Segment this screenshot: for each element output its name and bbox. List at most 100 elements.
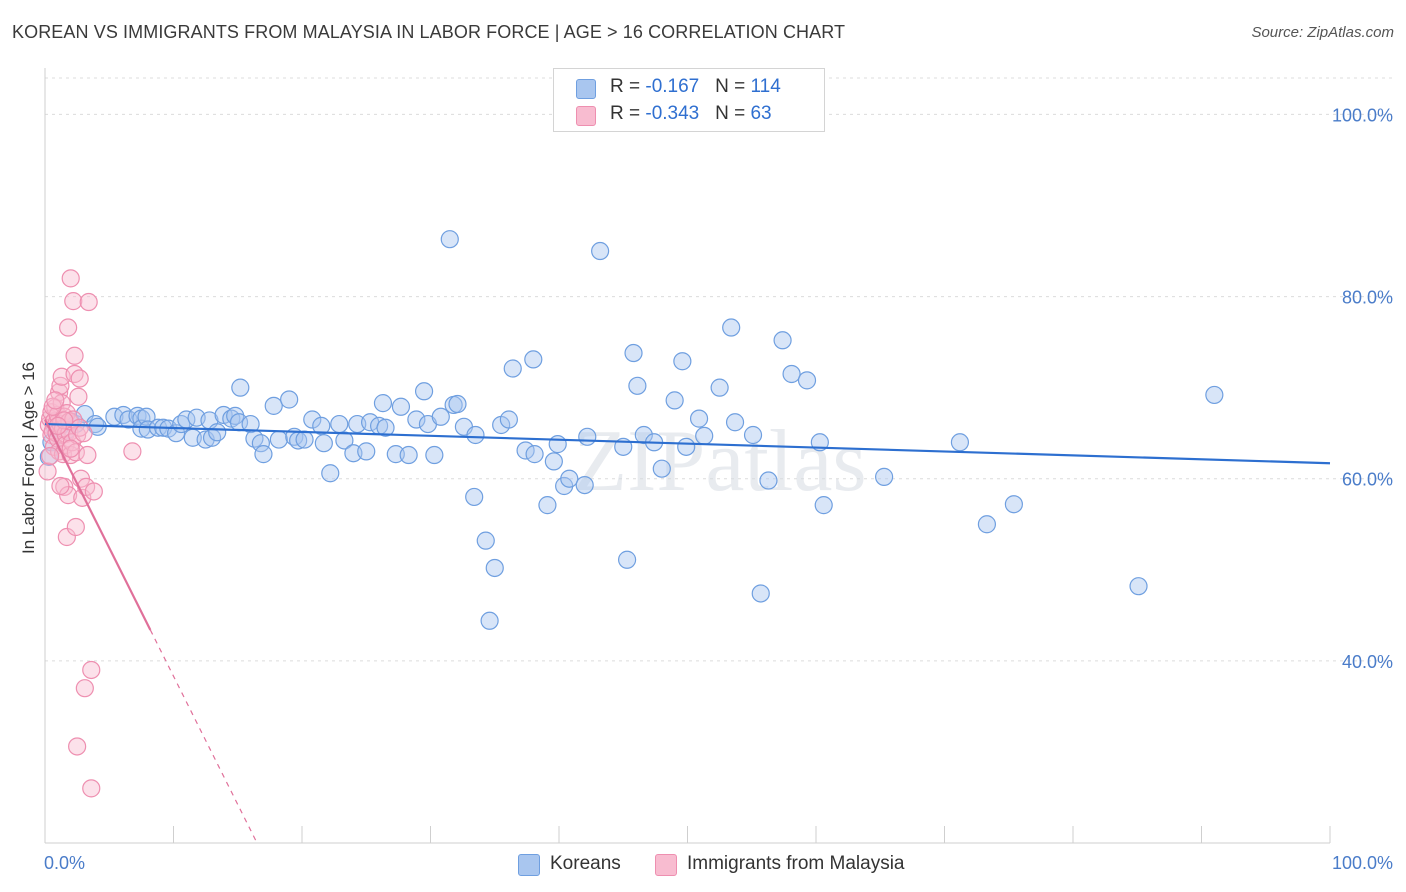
korean-point	[231, 378, 250, 397]
malaysia-point	[70, 369, 89, 388]
korean-point	[499, 410, 518, 429]
source-label: Source: ZipAtlas.com	[1251, 24, 1394, 41]
korean-point	[119, 410, 138, 429]
y-tick-label: 100.0%	[1332, 105, 1393, 125]
korean-point	[254, 445, 273, 464]
korean-point	[376, 418, 395, 437]
korean-point	[321, 464, 340, 483]
korean-point	[977, 515, 997, 534]
malaysia-point	[51, 476, 70, 496]
korean-point	[782, 364, 801, 384]
korean-point	[391, 397, 411, 416]
korean-point	[303, 410, 322, 429]
r-label: R =	[610, 103, 646, 124]
malaysia-point	[46, 391, 65, 410]
korean-point	[241, 414, 260, 434]
correlation-legend: R = -0.167 N = 114 R = -0.343 N = 63	[553, 68, 825, 132]
korean-point	[797, 371, 817, 390]
korean-point	[538, 496, 557, 515]
korean-point	[1129, 577, 1148, 596]
korean-point	[524, 350, 543, 369]
malaysia-point	[41, 446, 60, 466]
korean-point	[407, 410, 426, 429]
data-points	[38, 230, 1224, 798]
korean-point	[578, 427, 597, 446]
korean-point	[251, 434, 270, 453]
korean-point	[725, 413, 745, 432]
korean-point	[875, 467, 894, 486]
malaysia-swatch	[576, 106, 596, 126]
malaysia-point	[59, 486, 78, 505]
y-tick-labels: 40.0% 60.0% 80.0% 100.0%	[1332, 105, 1393, 671]
malaysia-point	[74, 424, 93, 443]
korean-point	[312, 416, 331, 435]
legend-row-malaysia: R = -0.343 N = 63	[576, 102, 772, 128]
korean-point	[280, 390, 299, 409]
malaysia-point	[65, 346, 84, 365]
korean-point	[618, 550, 637, 569]
n-label: N =	[715, 103, 751, 124]
r-value-koreans: -0.167	[645, 76, 700, 97]
n-value-malaysia: 63	[750, 103, 772, 124]
korean-point	[516, 441, 535, 460]
malaysia-point	[75, 679, 94, 698]
korean-point	[264, 396, 283, 415]
malaysia-label: Immigrants from Malaysia	[687, 853, 905, 874]
korean-point	[330, 414, 349, 434]
korean-point	[634, 425, 653, 445]
malaysia-point	[61, 269, 80, 288]
y-tick-label: 60.0%	[1342, 470, 1393, 490]
chart-title: KOREAN VS IMMIGRANTS FROM MALAYSIA IN LA…	[12, 22, 846, 42]
korean-point	[1004, 495, 1023, 514]
korean-point	[751, 584, 770, 603]
r-label: R =	[610, 76, 646, 97]
korean-point	[814, 496, 833, 515]
korean-point	[440, 230, 459, 249]
malaysia-point	[82, 660, 101, 680]
korean-point	[357, 442, 376, 461]
korean-point	[665, 391, 684, 410]
korean-point	[689, 409, 709, 428]
x-tick-label-max: 100.0%	[1332, 853, 1393, 873]
malaysia-point	[79, 292, 98, 312]
korean-point	[465, 487, 484, 507]
korean-point	[480, 611, 499, 630]
korean-point	[314, 434, 333, 453]
x-tick-label-min: 0.0%	[44, 853, 85, 873]
korean-point	[431, 407, 450, 426]
koreans-swatch	[576, 79, 596, 99]
malaysia-point	[57, 527, 76, 547]
malaysia-trend-line	[44, 419, 152, 631]
gridlines	[45, 77, 1394, 662]
korean-point	[575, 475, 594, 495]
koreans-label: Koreans	[550, 853, 621, 874]
n-label: N =	[715, 76, 751, 97]
korean-point	[950, 433, 970, 452]
malaysia-point	[123, 442, 142, 461]
korean-point	[399, 445, 418, 465]
malaysia-trend-line-extension	[149, 629, 258, 844]
korean-point	[269, 430, 288, 449]
y-tick-label: 80.0%	[1342, 288, 1393, 308]
watermark: ZIPatlas	[573, 413, 866, 510]
r-value-malaysia: -0.343	[645, 103, 700, 124]
korean-trend-line	[44, 422, 1331, 465]
korean-point	[759, 471, 778, 490]
malaysia-point	[59, 318, 78, 337]
korean-point	[544, 452, 563, 471]
korean-point	[476, 531, 495, 550]
korean-point	[560, 469, 579, 488]
korean-point	[652, 459, 671, 478]
korean-point	[525, 445, 544, 464]
korean-point	[628, 376, 647, 395]
korean-point	[591, 241, 610, 261]
korean-point	[548, 435, 567, 454]
korean-point	[466, 425, 485, 445]
korean-point	[335, 431, 354, 450]
korean-point	[1205, 385, 1224, 405]
korean-point	[208, 423, 227, 442]
y-axis-label: In Labor Force | Age > 16	[19, 362, 38, 554]
y-tick-label: 40.0%	[1342, 652, 1393, 672]
korean-point	[448, 394, 467, 414]
